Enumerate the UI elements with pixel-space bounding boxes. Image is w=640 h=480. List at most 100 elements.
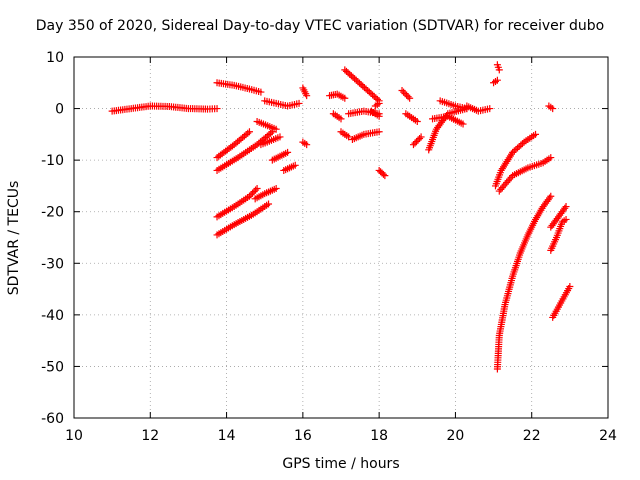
data-point [512,145,520,153]
y-tick-label: -50 [41,359,64,375]
data-point [257,88,265,96]
data-point [501,180,509,188]
x-axis-label: GPS time / hours [282,456,400,472]
x-tick-label: 12 [141,428,159,444]
x-tick-label: 24 [599,428,617,444]
data-point [561,204,569,212]
data-point [341,66,349,74]
data-point [549,105,557,113]
data-point [349,73,357,81]
data-point [356,79,364,87]
data-point [295,99,303,107]
data-point [213,105,221,113]
data-point [547,154,555,162]
data-point [375,99,383,107]
data-point [500,182,508,190]
data-point [416,134,424,142]
data-point [272,185,280,193]
data-point [276,133,284,141]
data-point [398,87,406,95]
data-point [406,94,414,102]
data-point [413,138,421,146]
data-point [252,186,260,194]
data-point [265,200,273,208]
data-point [497,185,505,193]
data-point [303,92,311,100]
data-point [245,192,253,200]
y-tick-label: 0 [55,102,64,118]
data-point [284,148,292,156]
data-point [413,117,421,125]
data-point [566,282,574,290]
x-tick-label: 22 [523,428,541,444]
data-point [365,88,373,96]
data-point [367,89,375,97]
data-point [364,87,372,95]
data-point [504,177,512,185]
data-point [562,215,570,223]
data-point [344,69,352,77]
data-point [401,90,409,98]
data-point [267,129,275,137]
data-point [245,128,253,136]
data-point [369,91,377,99]
data-point [506,175,514,183]
y-tick-label: -20 [41,205,64,221]
data-point [351,75,359,83]
data-point [272,125,280,133]
data-point [562,203,570,211]
data-point [493,76,501,84]
plot-frame [73,56,609,419]
x-tick-label: 16 [294,428,312,444]
data-point [346,70,354,78]
data-point [459,120,467,128]
x-tick-label: 18 [370,428,388,444]
data-point [359,82,367,90]
data-point [403,91,411,99]
data-point [546,194,554,202]
data-point [360,84,368,92]
y-axis-label: SDTVAR / TECUs [6,180,22,296]
data-point [347,72,355,80]
data-point [249,189,257,197]
data-point [404,93,412,101]
x-tick-label: 14 [218,428,236,444]
data-point [357,81,365,89]
data-point [341,94,349,102]
data-point [510,147,518,155]
data-point [486,105,494,113]
data-point [379,170,387,178]
data-point [352,76,360,84]
data-point [495,187,503,195]
data-point [518,140,526,148]
data-point [250,188,258,196]
data-point [372,94,380,102]
data-points [108,61,574,373]
data-point [417,133,425,141]
x-tick-label: 20 [447,428,465,444]
data-point [375,128,383,136]
data-point [375,112,383,120]
data-point [291,161,299,169]
y-tick-label: -60 [41,411,64,427]
data-point [345,133,353,141]
data-point [362,85,370,93]
data-point [354,78,362,86]
data-point [414,136,422,144]
axis-ticks: 10 12 14 16 18 20 22 24 10 0 -10 -20 -30 -40 -50 -60 [41,50,617,444]
data-point [514,144,522,152]
data-point [517,141,525,149]
data-point [495,66,503,74]
data-point [342,67,350,75]
data-point [411,139,419,147]
data-point [337,115,345,123]
data-point [515,143,523,151]
y-tick-label: 10 [46,50,64,66]
data-point [381,172,389,180]
y-tick-label: -10 [41,153,64,169]
data-point [509,148,517,156]
data-point [503,178,511,186]
chart-title: Day 350 of 2020, Sidereal Day-to-day VTE… [35,18,605,34]
